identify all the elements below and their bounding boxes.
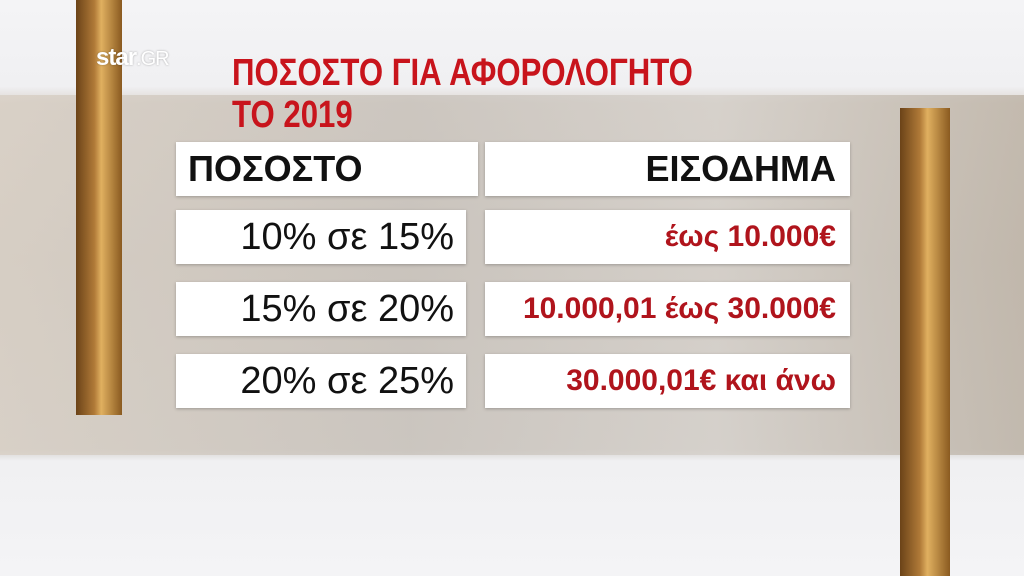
row-2-rate: 15% σε 20% [176,282,466,336]
channel-logo: star.GR [96,44,170,71]
coin-stack-right [900,108,950,576]
page-title: ΠΟΣΟΣΤΟ ΓΙΑ ΑΦΟΡΟΛΟΓΗΤΟ ΤΟ 2019 [232,52,693,136]
title-line-1: ΠΟΣΟΣΤΟ ΓΙΑ ΑΦΟΡΟΛΟΓΗΤΟ [232,52,693,94]
coin-stack-left [76,0,122,415]
header-income: ΕΙΣΟΔΗΜΑ [485,142,850,196]
row-3-rate: 20% σε 25% [176,354,466,408]
row-1-income: έως 10.000€ [485,210,850,264]
title-line-2: ΤΟ 2019 [232,94,353,136]
row-1-rate: 10% σε 15% [176,210,466,264]
row-2-income: 10.000,01 έως 30.000€ [485,282,850,336]
row-3-income: 30.000,01€ και άνω [485,354,850,408]
header-rate: ΠΟΣΟΣΤΟ [176,142,478,196]
